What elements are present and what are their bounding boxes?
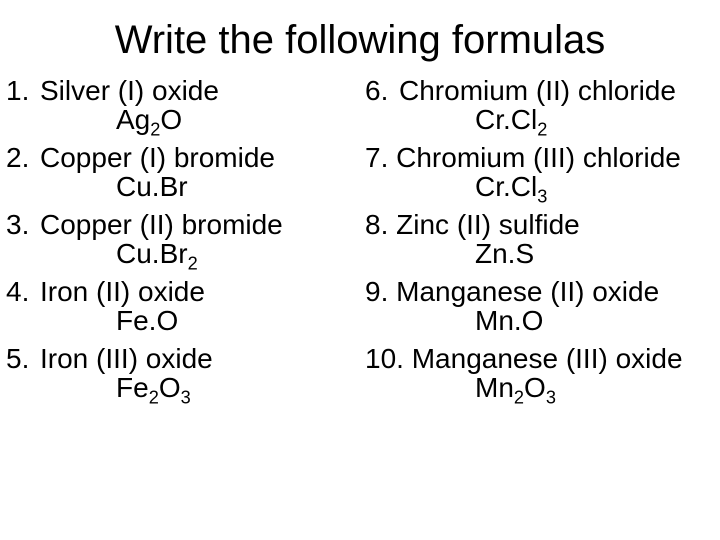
right-column: 6.Chromium (II) chloride Cr.Cl2 7. Chrom… (363, 73, 716, 408)
compound-formula: Zn.S (365, 240, 716, 268)
compound-formula: Fe2O3 (6, 374, 357, 402)
left-column: 1.Silver (I) oxide Ag2O 2.Copper (I) bro… (4, 73, 363, 408)
list-item: 4.Iron (II) oxide Fe.O (6, 274, 357, 335)
compound-name: Manganese (III) oxide (412, 343, 683, 374)
compound-name: Chromium (II) chloride (399, 75, 676, 106)
item-number: 3. (6, 207, 40, 242)
compound-name: Copper (II) bromide (40, 209, 283, 240)
slide-title: Write the following formulas (0, 0, 720, 73)
compound-formula: Cu.Br2 (6, 240, 357, 268)
compound-formula: Cu.Br (6, 173, 357, 201)
compound-name: Silver (I) oxide (40, 75, 219, 106)
item-number: 5. (6, 341, 40, 376)
list-item: 5.Iron (III) oxide Fe2O3 (6, 341, 357, 402)
item-number: 8. (365, 209, 388, 240)
list-item: 1.Silver (I) oxide Ag2O (6, 73, 357, 134)
compound-formula: Cr.Cl3 (365, 173, 716, 201)
compound-name: Manganese (II) oxide (396, 276, 659, 307)
compound-name: Iron (II) oxide (40, 276, 205, 307)
compound-formula: Ag2O (6, 106, 357, 134)
compound-name: Iron (III) oxide (40, 343, 213, 374)
compound-name: Zinc (II) sulfide (396, 209, 580, 240)
compound-name: Chromium (III) chloride (396, 142, 681, 173)
item-number: 6. (365, 73, 399, 108)
item-number: 9. (365, 276, 388, 307)
list-item: 7. Chromium (III) chloride Cr.Cl3 (365, 140, 716, 201)
content-columns: 1.Silver (I) oxide Ag2O 2.Copper (I) bro… (0, 73, 720, 408)
list-item: 10. Manganese (III) oxide Mn2O3 (365, 341, 716, 402)
compound-formula: Fe.O (6, 307, 357, 335)
list-item: 6.Chromium (II) chloride Cr.Cl2 (365, 73, 716, 134)
item-number: 2. (6, 140, 40, 175)
compound-name: Copper (I) bromide (40, 142, 275, 173)
compound-formula: Cr.Cl2 (365, 106, 716, 134)
list-item: 3.Copper (II) bromide Cu.Br2 (6, 207, 357, 268)
compound-formula: Mn2O3 (365, 374, 716, 402)
list-item: 8. Zinc (II) sulfide Zn.S (365, 207, 716, 268)
list-item: 2.Copper (I) bromide Cu.Br (6, 140, 357, 201)
item-number: 1. (6, 73, 40, 108)
item-number: 10. (365, 343, 404, 374)
item-number: 4. (6, 274, 40, 309)
item-number: 7. (365, 142, 388, 173)
list-item: 9. Manganese (II) oxide Mn.O (365, 274, 716, 335)
compound-formula: Mn.O (365, 307, 716, 335)
